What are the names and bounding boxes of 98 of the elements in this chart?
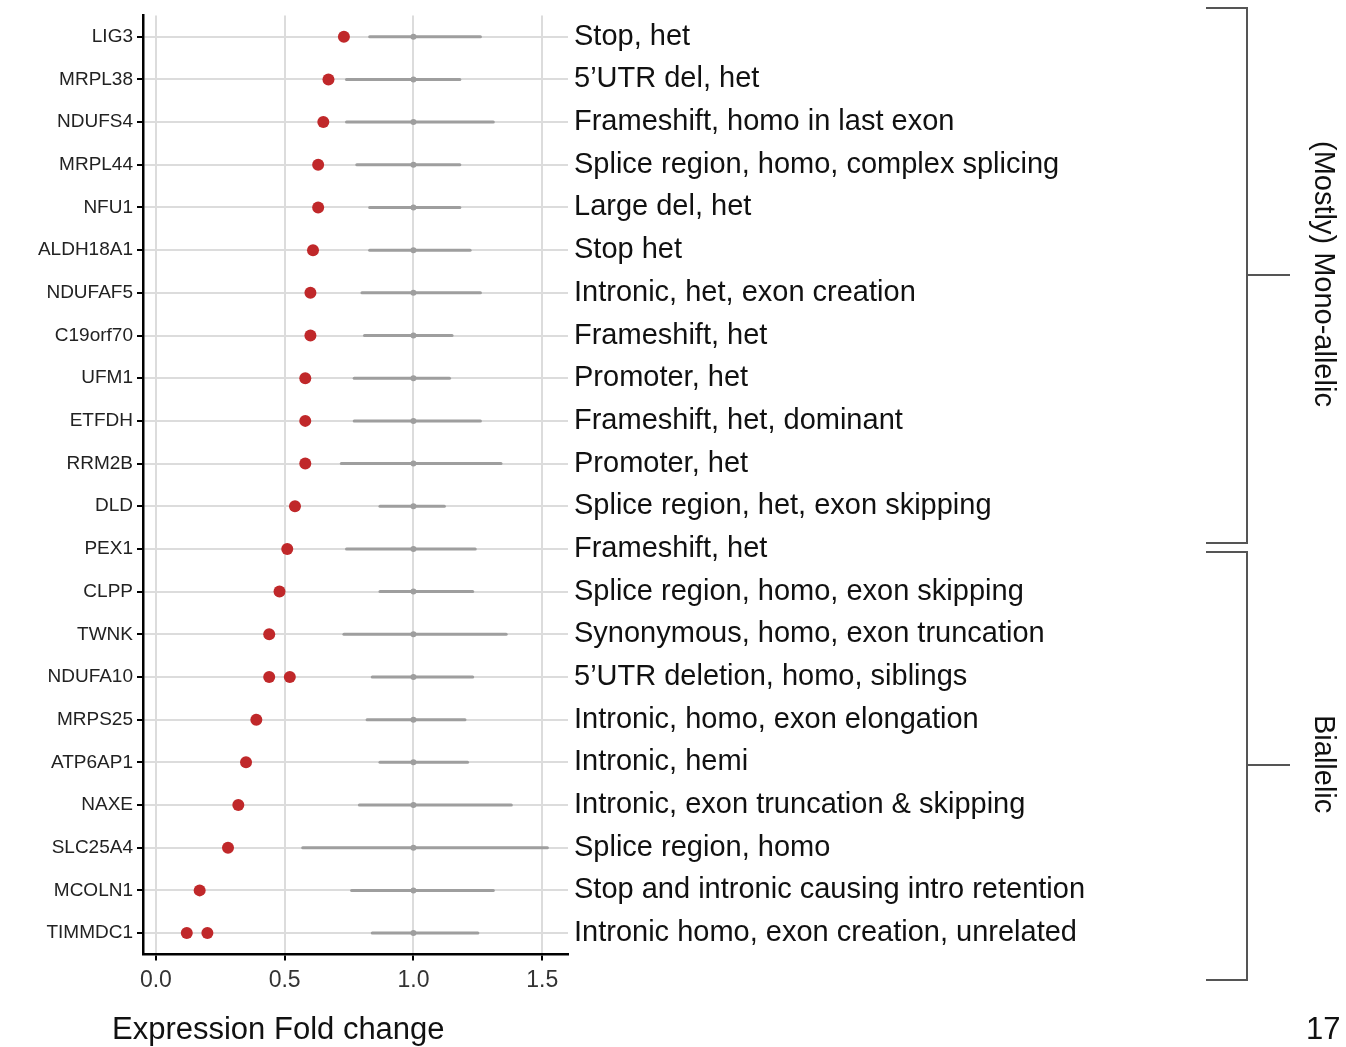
x-tick-label: 0.5	[268, 965, 301, 992]
point	[410, 33, 417, 40]
text: Biallelic	[1309, 714, 1341, 814]
y-tick-label: SLC25A4	[51, 835, 134, 857]
y-tick-label: MRPS25	[56, 707, 133, 729]
point	[410, 417, 417, 424]
point	[250, 713, 263, 726]
text: 5’UTR deletion, homo, siblings	[574, 658, 968, 691]
text: Intronic, hemi	[574, 744, 749, 777]
point	[410, 161, 417, 168]
point	[312, 201, 325, 214]
text: Stop het	[574, 232, 683, 265]
point	[410, 204, 417, 211]
y-tick-label: ATP6AP1	[50, 750, 133, 772]
point	[232, 799, 245, 812]
point	[317, 116, 330, 129]
point	[410, 289, 417, 296]
point	[410, 375, 417, 382]
y-tick-label: DLD	[94, 494, 133, 516]
point	[410, 588, 417, 595]
point	[410, 716, 417, 723]
point	[299, 457, 312, 470]
y-tick-label: ETFDH	[69, 409, 133, 431]
text: Intronic, exon truncation & skipping	[574, 787, 1026, 819]
point	[299, 414, 312, 427]
point	[240, 756, 253, 769]
text: 5’UTR del, het	[574, 61, 760, 94]
point	[410, 247, 417, 254]
point	[281, 542, 294, 555]
point	[410, 759, 417, 766]
point	[410, 631, 417, 638]
point	[288, 500, 301, 513]
point	[322, 73, 335, 86]
y-tick-label: TIMMDC1	[46, 921, 133, 943]
text: Splice region, homo	[574, 829, 831, 862]
text: Frameshift, het, dominant	[574, 402, 903, 435]
y-tick-label: RRM2B	[66, 451, 133, 473]
y-tick-label: MRPL38	[59, 67, 133, 89]
y-tick-label: MRPL44	[59, 153, 134, 175]
text: Stop, het	[574, 18, 691, 51]
text: Synonymous, homo, exon truncation	[574, 616, 1045, 649]
point	[263, 670, 276, 683]
y-tick-label: NFU1	[83, 195, 133, 217]
y-tick-label: TWNK	[77, 622, 134, 644]
y-tick-label: NDUFS4	[56, 110, 134, 132]
point	[180, 927, 193, 940]
point	[410, 887, 417, 894]
point	[304, 329, 317, 342]
text: 17	[1306, 1011, 1341, 1046]
text: Frameshift, homo in last exon	[574, 104, 955, 137]
point	[410, 460, 417, 467]
text: Intronic homo, exon creation, unrelated	[574, 915, 1077, 948]
text: Promoter, het	[574, 445, 749, 478]
text: Frameshift, het	[574, 530, 768, 563]
point	[263, 628, 276, 641]
point	[283, 670, 296, 683]
point	[307, 244, 319, 257]
point	[222, 841, 234, 854]
text: Promoter, het	[574, 360, 749, 393]
text: (Mostly) Mono-allelic	[1309, 140, 1341, 407]
point	[193, 884, 206, 897]
point	[410, 673, 417, 680]
text: Frameshift, het	[574, 317, 768, 350]
text: Intronic, homo, exon elongation	[574, 701, 979, 734]
point	[410, 332, 417, 339]
y-tick-label: NDUFAF5	[46, 281, 133, 303]
text: Splice region, het, exon skipping	[574, 488, 992, 521]
point	[273, 585, 286, 598]
point	[299, 372, 312, 385]
point	[410, 545, 417, 552]
point	[410, 930, 417, 937]
point	[337, 30, 350, 43]
point	[201, 927, 214, 940]
y-tick-label: NAXE	[81, 793, 133, 815]
x-tick-label: 1.0	[397, 965, 430, 992]
point	[304, 286, 317, 299]
point	[410, 503, 417, 510]
y-tick-label: ALDH18A1	[37, 238, 133, 260]
y-tick-label: MCOLN1	[53, 878, 133, 900]
text: Splice region, homo, complex splicing	[574, 146, 1060, 179]
y-tick-label: LIG3	[91, 24, 133, 46]
point	[312, 158, 325, 171]
point	[410, 76, 417, 83]
x-tick-label: 0.0	[139, 965, 172, 992]
x-axis-title: Expression Fold change	[112, 1011, 445, 1046]
y-tick-label: C19orf70	[54, 323, 133, 345]
y-tick-label: UFM1	[81, 366, 133, 388]
text: Splice region, homo, exon skipping	[574, 573, 1024, 606]
point	[410, 844, 417, 851]
text: Intronic, het, exon creation	[574, 274, 916, 307]
point	[410, 119, 417, 126]
y-tick-label: CLPP	[83, 579, 133, 601]
text: Large del, het	[574, 189, 752, 222]
y-tick-label: NDUFA10	[47, 665, 133, 687]
point	[410, 802, 417, 809]
y-tick-label: PEX1	[84, 537, 133, 559]
x-tick-label: 1.5	[526, 965, 559, 992]
text: Stop and intronic causing intro retention	[574, 872, 1086, 905]
